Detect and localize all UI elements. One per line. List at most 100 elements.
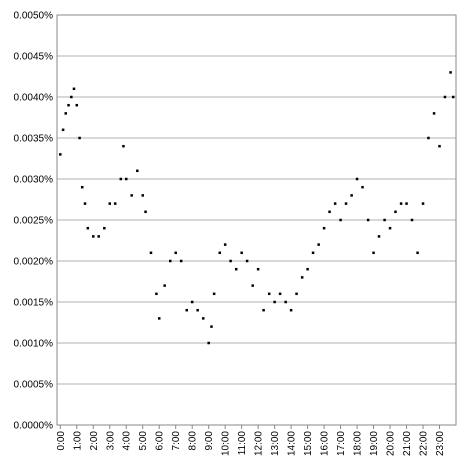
- x-tick-label: 3:00: [105, 431, 116, 451]
- point: [278, 292, 282, 296]
- x-tick-label: 17:00: [336, 431, 347, 456]
- x-tick-label: 9:00: [204, 431, 215, 451]
- y-tick-label: 0.0040%: [14, 93, 54, 104]
- point: [451, 95, 455, 99]
- x-tick-label: 6:00: [155, 431, 166, 451]
- point: [179, 259, 183, 263]
- point: [443, 95, 447, 99]
- y-tick-label: 0.0025%: [14, 216, 54, 227]
- point: [119, 177, 123, 181]
- point: [86, 226, 90, 230]
- point: [262, 308, 265, 312]
- point: [169, 259, 172, 263]
- point: [190, 300, 194, 304]
- point: [70, 95, 73, 99]
- point: [432, 112, 436, 115]
- point: [289, 308, 293, 312]
- point: [300, 276, 304, 279]
- point: [136, 169, 139, 173]
- point: [108, 202, 112, 205]
- x-tick-label: 18:00: [353, 431, 364, 456]
- x-tick-label: 1:00: [72, 431, 83, 451]
- y-tick-label: 0.0035%: [14, 134, 54, 145]
- point: [201, 317, 205, 320]
- point: [256, 267, 260, 271]
- point: [267, 292, 271, 296]
- point: [124, 177, 128, 181]
- point: [306, 267, 309, 271]
- x-tick-label: 10:00: [221, 431, 232, 456]
- y-tick-label: 0.0000%: [14, 421, 54, 432]
- point: [284, 300, 287, 304]
- point: [155, 292, 158, 296]
- point: [130, 194, 133, 197]
- x-tick-label: 21:00: [402, 431, 413, 456]
- point: [355, 177, 359, 181]
- y-tick-label: 0.0015%: [14, 298, 54, 309]
- x-tick-label: 23:00: [435, 431, 446, 456]
- point: [344, 202, 348, 205]
- point: [421, 202, 425, 205]
- x-tick-label: 11:00: [237, 431, 248, 456]
- point: [339, 218, 342, 222]
- point: [361, 185, 364, 189]
- point: [372, 251, 375, 255]
- point: [144, 210, 147, 214]
- point: [311, 251, 315, 255]
- point: [427, 136, 430, 140]
- point: [157, 317, 161, 320]
- point: [61, 128, 65, 132]
- point: [240, 251, 243, 255]
- point: [366, 218, 370, 222]
- point: [383, 218, 386, 222]
- point: [416, 251, 419, 255]
- point: [103, 226, 106, 230]
- x-tick-label: 2:00: [89, 431, 100, 451]
- point: [377, 235, 381, 238]
- point: [328, 210, 331, 214]
- point: [399, 202, 403, 205]
- point: [218, 251, 221, 255]
- point: [350, 194, 353, 197]
- x-tick-label: 5:00: [138, 431, 149, 451]
- x-tick-label: 14:00: [287, 431, 298, 456]
- plot-border: [56, 14, 457, 426]
- point: [67, 103, 70, 107]
- point: [388, 226, 392, 230]
- x-tick-label: 16:00: [320, 431, 331, 456]
- y-tick-label: 0.0020%: [14, 257, 54, 268]
- x-tick-label: 22:00: [419, 431, 430, 456]
- y-tick-label: 0.0050%: [14, 11, 54, 22]
- point: [64, 112, 67, 115]
- point: [113, 202, 117, 205]
- point: [234, 267, 238, 271]
- point: [223, 243, 227, 246]
- point: [163, 284, 166, 287]
- point: [251, 284, 254, 287]
- point: [410, 218, 414, 222]
- x-tick-label: 7:00: [171, 431, 182, 451]
- point: [405, 202, 408, 205]
- x-tick-label: 13:00: [270, 431, 281, 456]
- point: [59, 153, 62, 156]
- x-tick-label: 12:00: [254, 431, 265, 456]
- point: [212, 292, 216, 296]
- y-tick-label: 0.0045%: [14, 52, 54, 63]
- point: [207, 341, 210, 345]
- point: [229, 259, 232, 263]
- x-tick-label: 4:00: [122, 431, 133, 451]
- point: [80, 185, 84, 189]
- point: [449, 71, 452, 74]
- point: [295, 292, 298, 296]
- point: [97, 235, 100, 238]
- point: [122, 144, 125, 148]
- y-tick-label: 0.0010%: [14, 339, 54, 350]
- x-tick-label: 20:00: [386, 431, 397, 456]
- point: [210, 325, 213, 328]
- point: [185, 308, 189, 312]
- point: [317, 243, 320, 246]
- point: [149, 251, 153, 255]
- point: [83, 202, 87, 205]
- y-tick-label: 0.0005%: [14, 380, 54, 391]
